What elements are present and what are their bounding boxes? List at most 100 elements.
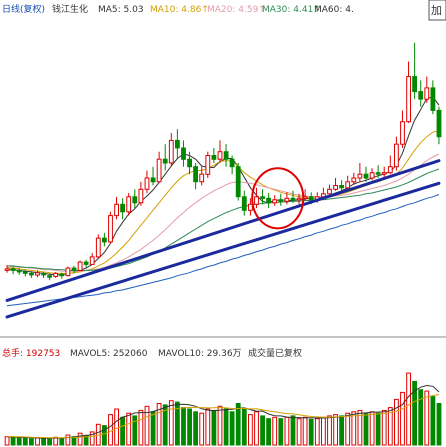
candle-body-up	[284, 197, 290, 202]
candle	[35, 270, 40, 278]
candle	[77, 260, 83, 272]
candle	[412, 42, 418, 100]
volume-bar-up	[400, 391, 405, 446]
candle	[59, 272, 65, 279]
candle-body-down	[175, 139, 180, 149]
candle-body-up	[144, 177, 150, 190]
candle	[89, 253, 95, 266]
candle-body-down	[193, 166, 198, 183]
candle-body-down	[290, 197, 296, 201]
candle-body-down	[41, 272, 47, 276]
candle	[272, 195, 278, 206]
volume-bar-down	[187, 408, 192, 446]
candle	[254, 187, 259, 209]
candle-body-down	[436, 109, 442, 138]
volume-bar-down	[211, 409, 217, 446]
candle-body-down	[211, 155, 217, 160]
volume-bar-up	[126, 412, 132, 446]
price-legend: 日线(复权) 钱江生化 MA5: 5.03 MA10: 4.86↑ MA20: …	[2, 3, 354, 15]
volume-bar-up	[248, 414, 253, 446]
period-label: 日线(复权)	[2, 3, 45, 15]
candle-body-up	[296, 197, 302, 201]
volume-bar-down	[418, 389, 424, 446]
candle-body-down	[266, 197, 272, 204]
candle	[22, 269, 28, 277]
candle	[193, 162, 198, 190]
candle-body-down	[363, 173, 369, 179]
candle	[71, 265, 77, 273]
volume-bar-down	[181, 407, 186, 446]
volume-bar-up	[108, 414, 113, 446]
add-button[interactable]	[428, 0, 446, 21]
candle-body-down	[308, 196, 314, 201]
candle-body-down	[412, 76, 418, 93]
candle-body-up	[357, 173, 363, 179]
volume-bar-up	[199, 412, 205, 446]
volume-bar-down	[120, 416, 125, 446]
candle	[205, 151, 211, 178]
candle-body-down	[22, 271, 28, 274]
candle-body-up	[138, 188, 144, 204]
candle	[47, 273, 53, 281]
candle-body-down	[260, 196, 266, 199]
volume-bar-down	[278, 418, 284, 446]
candle-body-up	[95, 237, 101, 258]
candle-body-down	[71, 267, 77, 271]
volume-bar-up	[254, 411, 259, 446]
candle-body-up	[381, 172, 387, 175]
candle	[229, 155, 235, 175]
volume-bar-down	[412, 380, 418, 446]
volume-bar-down	[229, 411, 235, 446]
candle-body-up	[114, 203, 119, 217]
volume-bar-down	[102, 425, 107, 446]
candle	[369, 168, 375, 181]
candle	[235, 162, 241, 201]
candle	[187, 151, 192, 175]
volume-bar-down	[363, 412, 369, 446]
candle-body-down	[150, 177, 156, 183]
volume-bar-up	[65, 434, 71, 446]
candle-body-up	[205, 155, 211, 175]
candle	[16, 268, 22, 275]
candle-body-down	[120, 203, 125, 213]
volume-bar-down	[266, 418, 272, 446]
volume-bar-down	[241, 408, 247, 446]
candle-body-down	[187, 158, 192, 168]
candle-body-down	[16, 269, 22, 273]
candle	[53, 271, 59, 278]
volume-bar-up	[217, 405, 223, 446]
candle-body-up	[217, 151, 223, 160]
candle-body-down	[47, 275, 53, 278]
ma30-label: MA30: 4.41↑	[262, 5, 321, 15]
candle	[156, 151, 162, 184]
volume-bar-up	[333, 414, 339, 446]
volume-bar-down	[41, 438, 47, 446]
candle	[223, 144, 229, 167]
volume-bar-up	[302, 416, 308, 446]
volume-bar-up	[351, 411, 357, 446]
candle	[217, 140, 223, 163]
volume-bar-up	[406, 372, 412, 446]
candle	[260, 189, 266, 205]
candle	[351, 172, 357, 185]
volume-bar-up	[205, 408, 211, 446]
candle-body-up	[199, 173, 205, 183]
volume-bar-down	[308, 418, 314, 446]
volume-bar-up	[296, 418, 302, 446]
candle-body-up	[89, 256, 95, 265]
candle-body-up	[369, 172, 375, 179]
candle	[241, 190, 247, 216]
candle	[406, 61, 412, 124]
volume-adjusted-note: 成交量已复权	[248, 347, 302, 359]
candle	[290, 190, 296, 203]
candle-body-down	[29, 272, 34, 276]
candle-body-up	[406, 76, 412, 123]
candle	[266, 193, 272, 209]
candle-body-down	[430, 87, 436, 111]
candle-body-up	[248, 203, 253, 211]
candle	[108, 211, 113, 244]
volume-bar-down	[175, 401, 180, 446]
volume-bar-up	[357, 409, 363, 446]
candle	[120, 198, 125, 220]
volume-bar-up	[144, 405, 150, 446]
